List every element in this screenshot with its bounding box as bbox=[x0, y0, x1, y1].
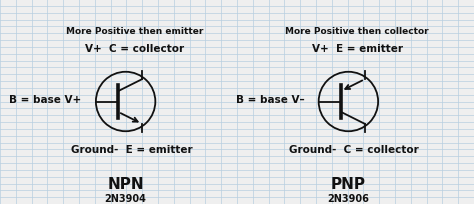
Text: 2N3906: 2N3906 bbox=[328, 193, 369, 203]
Text: More Positive then collector: More Positive then collector bbox=[285, 27, 429, 36]
Text: B = base V–: B = base V– bbox=[236, 95, 304, 105]
Text: Ground-  E = emitter: Ground- E = emitter bbox=[71, 144, 192, 154]
Text: PNP: PNP bbox=[331, 176, 366, 191]
Text: V+  E = emitter: V+ E = emitter bbox=[312, 44, 403, 54]
Text: B = base V+: B = base V+ bbox=[9, 95, 82, 105]
Text: 2N3904: 2N3904 bbox=[105, 193, 146, 203]
Text: Ground-  C = collector: Ground- C = collector bbox=[290, 144, 419, 154]
Text: More Positive then emitter: More Positive then emitter bbox=[66, 27, 203, 36]
Text: NPN: NPN bbox=[107, 176, 144, 191]
Text: V+  C = collector: V+ C = collector bbox=[85, 44, 184, 54]
